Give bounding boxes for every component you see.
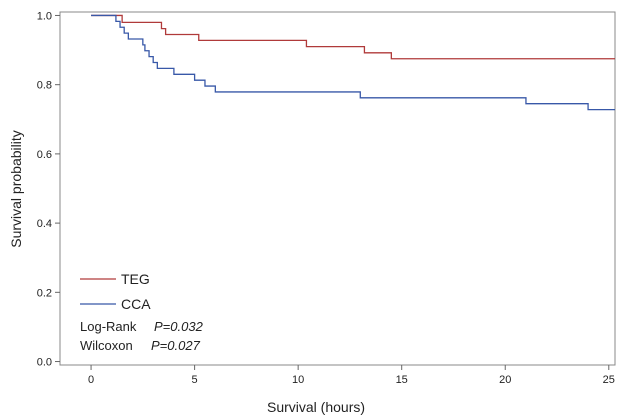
y-tick-label: 0.2 bbox=[37, 287, 52, 299]
x-tick-label: 10 bbox=[292, 374, 304, 386]
series-line-cca bbox=[91, 14, 615, 111]
x-tick-label: 25 bbox=[603, 374, 615, 386]
y-axis-title: Survival probability bbox=[8, 130, 24, 248]
y-tick-label: 0.0 bbox=[37, 357, 52, 369]
y-tick-label: 1.0 bbox=[37, 10, 52, 22]
wilcoxon-label: Wilcoxon bbox=[80, 338, 133, 353]
x-tick-label: 0 bbox=[88, 374, 94, 386]
series-line-teg bbox=[91, 14, 615, 60]
logrank-p-value: P=0.032 bbox=[154, 319, 204, 334]
stats-annotation: Log-Rank P=0.032 Wilcoxon P=0.027 bbox=[80, 319, 204, 353]
y-tick-label: 0.8 bbox=[37, 80, 52, 92]
x-axis-title: Survival (hours) bbox=[267, 399, 365, 415]
x-tick-label: 20 bbox=[499, 374, 511, 386]
plot-frame bbox=[59, 11, 616, 366]
x-tick-label: 15 bbox=[396, 374, 408, 386]
series-group bbox=[91, 14, 615, 111]
wilcoxon-p-value: P=0.027 bbox=[151, 338, 201, 353]
y-tick-label: 0.4 bbox=[37, 218, 52, 230]
logrank-label: Log-Rank bbox=[80, 319, 137, 334]
legend-label-teg: TEG bbox=[121, 271, 150, 287]
legend: TEG CCA bbox=[80, 271, 151, 312]
legend-label-cca: CCA bbox=[121, 296, 151, 312]
y-tick-label: 0.6 bbox=[37, 149, 52, 161]
x-axis: 0 5 10 15 20 25 bbox=[88, 365, 615, 386]
y-axis: 0.0 0.2 0.4 0.6 0.8 1.0 bbox=[37, 10, 60, 369]
x-tick-label: 5 bbox=[192, 374, 198, 386]
